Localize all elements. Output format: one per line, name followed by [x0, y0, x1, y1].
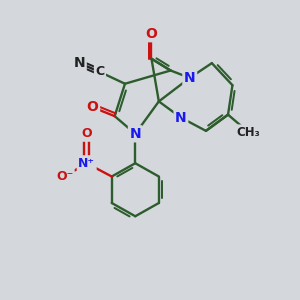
- Text: N: N: [184, 71, 196, 85]
- Text: O⁻: O⁻: [56, 170, 73, 183]
- Text: O: O: [146, 27, 158, 41]
- Text: C: C: [95, 65, 104, 79]
- Text: O: O: [81, 127, 92, 140]
- Text: N: N: [175, 111, 187, 124]
- Text: CH₃: CH₃: [237, 126, 260, 139]
- Text: N: N: [74, 56, 85, 70]
- Text: N: N: [130, 127, 141, 141]
- Text: O: O: [87, 100, 98, 114]
- Text: N⁺: N⁺: [78, 157, 95, 170]
